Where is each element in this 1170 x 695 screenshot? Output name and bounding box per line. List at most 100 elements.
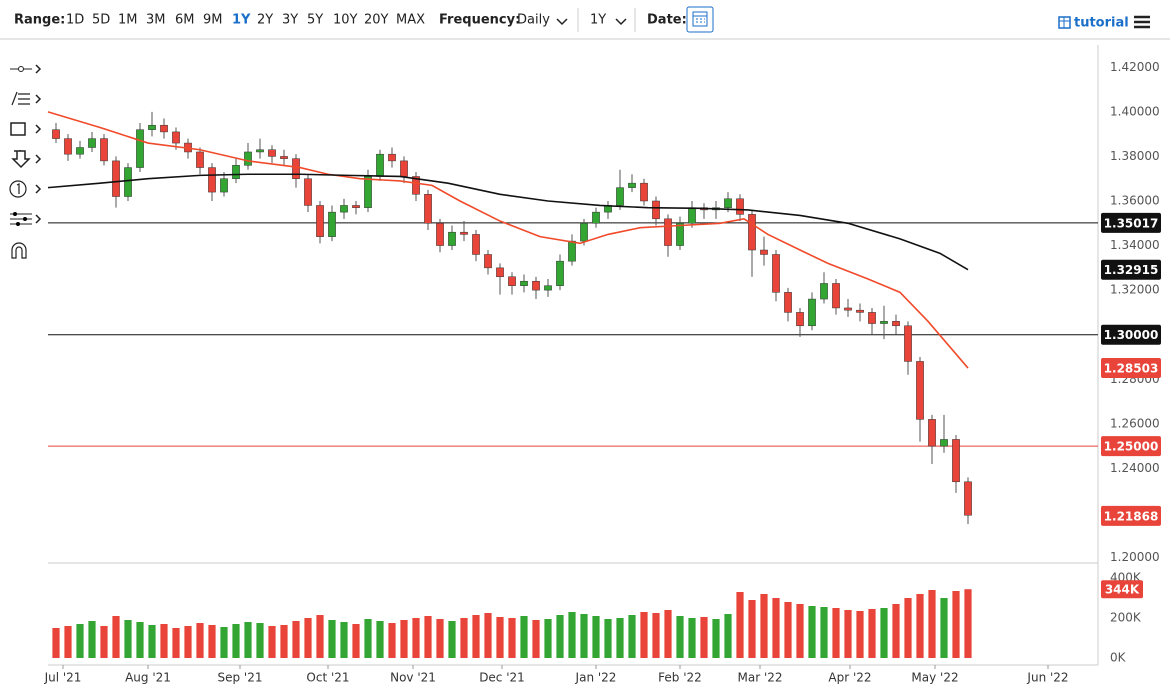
candle-body (556, 260, 564, 286)
toolbar: Range: 1D 5D 1M 3M 6M 9M 1Y 2Y 3Y 5Y 10Y… (0, 6, 1170, 40)
volume-bar (808, 606, 816, 658)
candle-body (280, 156, 288, 159)
volume-bar (592, 616, 600, 658)
range-button[interactable]: 1M (118, 13, 138, 28)
candle-body (220, 178, 228, 193)
candle-body (760, 249, 768, 255)
range-button-active[interactable]: 1Y (232, 13, 251, 28)
candle-body (544, 285, 552, 291)
volume-bar (544, 619, 552, 658)
volume-bar (280, 625, 288, 658)
price-label-box (1101, 324, 1161, 345)
volume-bar (52, 628, 60, 658)
candle-body (652, 200, 660, 220)
range-button[interactable]: 9M (203, 13, 223, 28)
range-button[interactable]: 3Y (282, 13, 298, 28)
volume-bar (736, 592, 744, 658)
volume-bar (172, 628, 180, 658)
candle-body (568, 240, 576, 262)
price-label: 1.25000 (1104, 440, 1159, 454)
price-label: 1.30000 (1104, 328, 1159, 342)
volume-bar (100, 626, 108, 658)
candle-body (244, 151, 252, 166)
volume-bar (844, 610, 852, 658)
volume-bar (196, 623, 204, 658)
volume-tick-label: 0K (1110, 651, 1127, 665)
candle-body (964, 481, 972, 516)
candle-body (808, 298, 816, 327)
line-tool[interactable] (10, 64, 42, 74)
volume-bar (784, 602, 792, 658)
candle-body (160, 124, 168, 133)
volume-tick-label: 200K (1110, 611, 1142, 625)
volume-bar (916, 594, 924, 658)
candle-body (532, 280, 540, 291)
candle-body (460, 231, 468, 235)
volume-bar (328, 620, 336, 658)
volume-bar (568, 612, 576, 658)
volume-bar (952, 591, 960, 658)
range-button[interactable]: 6M (175, 13, 195, 28)
candle-body (64, 138, 72, 155)
candle-body (76, 147, 84, 155)
volume-bar (760, 594, 768, 658)
range-button[interactable]: 10Y (333, 13, 358, 28)
candle-body (172, 131, 180, 144)
candle-body (424, 194, 432, 224)
volume-bar (448, 621, 456, 658)
arrow-tool[interactable] (11, 150, 42, 169)
x-tick-label: Feb '22 (658, 671, 702, 685)
candle-body (820, 283, 828, 300)
volume-bar (256, 623, 264, 658)
price-label-box (1101, 259, 1161, 280)
volume-bar (112, 616, 120, 658)
range-button[interactable]: 20Y (364, 13, 389, 28)
menu-button[interactable] (1134, 15, 1150, 29)
x-tick-label: May '22 (911, 671, 958, 685)
volume-bar (268, 626, 276, 658)
fib-tool[interactable] (11, 91, 42, 106)
candle-body (940, 439, 948, 447)
range-button[interactable]: 3M (146, 13, 166, 28)
calendar-button[interactable] (686, 6, 714, 33)
volume-bar (580, 614, 588, 658)
volume-bar (700, 617, 708, 658)
x-tick-label: Aug '21 (125, 671, 171, 685)
range-button[interactable]: MAX (396, 13, 425, 28)
candle-body (640, 182, 648, 202)
indicator-tool[interactable] (10, 212, 42, 226)
candle-body (832, 283, 840, 309)
y-tick-label: 1.40000 (1110, 104, 1160, 118)
range-button[interactable]: 5D (92, 13, 110, 28)
range-button[interactable]: 1D (66, 13, 84, 28)
magnet-tool[interactable] (11, 242, 27, 259)
volume-bar (436, 619, 444, 658)
y-tick-label: 1.42000 (1110, 60, 1160, 74)
candle-body (448, 231, 456, 246)
candle-body (208, 167, 216, 193)
note-tool[interactable] (9, 180, 42, 198)
candle-body (328, 211, 336, 237)
volume-bar (76, 624, 84, 658)
range-button[interactable]: 5Y (307, 13, 323, 28)
volume-bar (124, 620, 132, 658)
volume-bar (748, 600, 756, 658)
candle-body (88, 138, 96, 148)
candle-body (688, 207, 696, 224)
period-dropdown[interactable]: 1Y (590, 13, 606, 28)
volume-bar (604, 619, 612, 658)
frequency-dropdown[interactable]: Daily (517, 13, 550, 28)
volume-bar (292, 621, 300, 658)
range-button[interactable]: 2Y (257, 13, 273, 28)
candle-body (436, 223, 444, 246)
candle-body (196, 151, 204, 168)
volume-bar (64, 626, 72, 658)
tutorial-text[interactable]: tutorial (1074, 16, 1129, 31)
shape-tool[interactable] (10, 122, 42, 136)
candle-body (316, 205, 324, 237)
volume-bar (868, 609, 876, 658)
tutorial-link[interactable]: tutorial (1058, 16, 1129, 31)
candle-body (124, 167, 132, 197)
